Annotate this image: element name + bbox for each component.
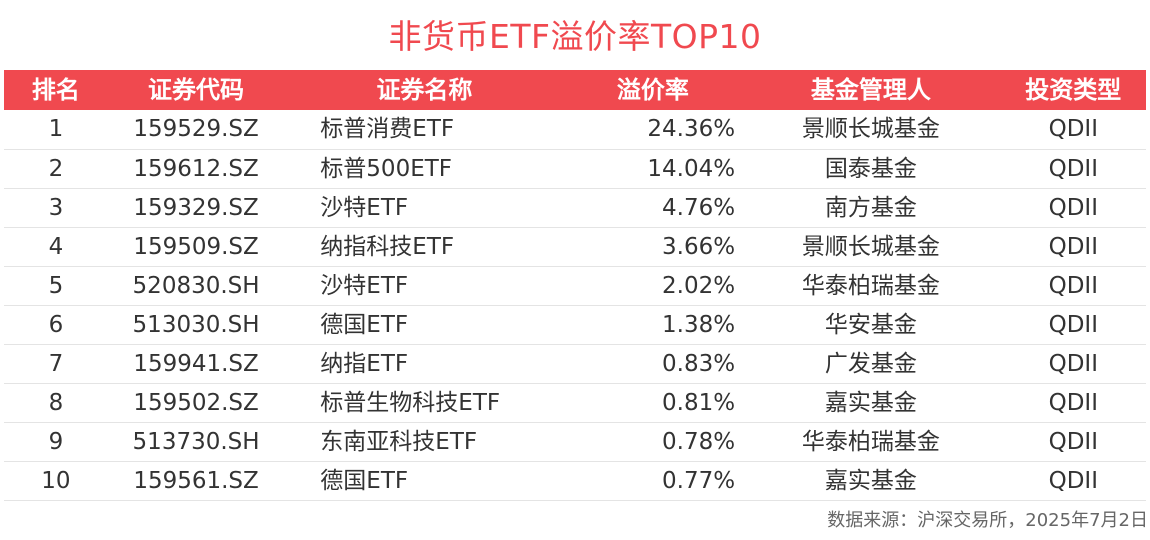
cell-premium: 14.04% [647, 155, 736, 182]
table-row[interactable]: 9 513730.SH 东南亚科技ETF 0.78% 华泰柏瑞基金 QDII [4, 422, 1146, 461]
cell-premium: 0.78% [662, 428, 736, 455]
cell-rank: 7 [48, 350, 64, 377]
cell-manager: 华泰柏瑞基金 [801, 428, 940, 455]
etf-premium-table: 排名 证券代码 证券名称 溢价率 基金管理人 投资类型 1 159529.SZ 标普… [4, 70, 1146, 501]
cell-code: 159509.SZ [133, 233, 259, 260]
cell-type: QDII [1048, 155, 1098, 182]
cell-type: QDII [1048, 311, 1098, 338]
cell-manager: 国泰基金 [824, 155, 917, 182]
page-title: 非货币ETF溢价率TOP10 [388, 17, 762, 56]
cell-type: QDII [1048, 233, 1098, 260]
cell-rank: 1 [48, 116, 64, 143]
cell-premium: 0.83% [662, 350, 736, 377]
cell-type: QDII [1048, 194, 1098, 221]
cell-premium: 24.36% [647, 116, 736, 143]
table-row[interactable]: 4 159509.SZ 纳指科技ETF 3.66% 景顺长城基金 QDII [4, 227, 1146, 266]
cell-name: 纳指ETF [320, 350, 409, 377]
cell-premium: 0.81% [662, 389, 736, 416]
table-header-row: 排名 证券代码 证券名称 溢价率 基金管理人 投资类型 [4, 70, 1146, 110]
cell-manager: 嘉实基金 [824, 467, 917, 494]
cell-name: 德国ETF [320, 467, 409, 494]
table-row[interactable]: 5 520830.SH 沙特ETF 2.02% 华泰柏瑞基金 QDII [4, 266, 1146, 305]
cell-premium: 4.76% [662, 194, 736, 221]
cell-name: 德国ETF [320, 311, 409, 338]
cell-name: 纳指科技ETF [320, 233, 455, 260]
cell-type: QDII [1048, 389, 1098, 416]
cell-name: 标普生物科技ETF [320, 389, 501, 416]
cell-rank: 3 [48, 194, 64, 221]
cell-name: 沙特ETF [320, 194, 409, 221]
cell-name: 标普消费ETF [320, 116, 455, 143]
cell-premium: 1.38% [662, 311, 736, 338]
cell-code: 159941.SZ [133, 350, 259, 377]
cell-code: 513030.SH [132, 311, 260, 338]
column-header-manager[interactable]: 基金管理人 [810, 76, 931, 104]
table-row[interactable]: 7 159941.SZ 纳指ETF 0.83% 广发基金 QDII [4, 344, 1146, 383]
table-row[interactable]: 1 159529.SZ 标普消费ETF 24.36% 景顺长城基金 QDII [4, 110, 1146, 149]
cell-manager: 华安基金 [824, 311, 917, 338]
cell-premium: 0.77% [662, 467, 736, 494]
table-row[interactable]: 8 159502.SZ 标普生物科技ETF 0.81% 嘉实基金 QDII [4, 383, 1146, 422]
cell-name: 沙特ETF [320, 272, 409, 299]
column-header-code[interactable]: 证券代码 [148, 76, 245, 104]
cell-rank: 2 [48, 155, 64, 182]
cell-type: QDII [1048, 350, 1098, 377]
table-row[interactable]: 3 159329.SZ 沙特ETF 4.76% 南方基金 QDII [4, 188, 1146, 227]
table-row[interactable]: 2 159612.SZ 标普500ETF 14.04% 国泰基金 QDII [4, 149, 1146, 188]
cell-manager: 嘉实基金 [824, 389, 917, 416]
cell-rank: 9 [48, 428, 64, 455]
column-header-rank[interactable]: 排名 [31, 76, 80, 104]
cell-rank: 6 [48, 311, 64, 338]
cell-code: 159502.SZ [133, 389, 259, 416]
cell-rank: 10 [41, 467, 71, 494]
cell-type: QDII [1048, 428, 1098, 455]
column-header-name[interactable]: 证券名称 [376, 76, 473, 104]
cell-manager: 景顺长城基金 [801, 233, 940, 260]
table-body: 1 159529.SZ 标普消费ETF 24.36% 景顺长城基金 QDII 2 159612… [4, 110, 1146, 500]
cell-code: 159329.SZ [133, 194, 259, 221]
cell-premium: 2.02% [662, 272, 736, 299]
cell-rank: 8 [48, 389, 64, 416]
cell-name: 东南亚科技ETF [320, 428, 478, 455]
cell-manager: 广发基金 [824, 350, 917, 377]
cell-code: 520830.SH [132, 272, 260, 299]
cell-manager: 华泰柏瑞基金 [801, 272, 940, 299]
table-row[interactable]: 6 513030.SH 德国ETF 1.38% 华安基金 QDII [4, 305, 1146, 344]
cell-type: QDII [1048, 467, 1098, 494]
cell-type: QDII [1048, 272, 1098, 299]
cell-code: 159529.SZ [133, 116, 259, 143]
cell-manager: 景顺长城基金 [801, 116, 940, 143]
cell-premium: 3.66% [662, 233, 736, 260]
cell-type: QDII [1048, 116, 1098, 143]
column-header-type[interactable]: 投资类型 [1025, 76, 1122, 104]
data-source-note: 数据来源：沪深交易所，2025年7月2日 [827, 510, 1148, 531]
cell-code: 513730.SH [132, 428, 260, 455]
cell-rank: 4 [48, 233, 64, 260]
cell-code: 159561.SZ [133, 467, 259, 494]
table-row[interactable]: 10 159561.SZ 德国ETF 0.77% 嘉实基金 QDII [4, 461, 1146, 500]
cell-rank: 5 [48, 272, 64, 299]
cell-manager: 南方基金 [824, 194, 917, 221]
column-header-premium[interactable]: 溢价率 [616, 76, 689, 104]
cell-name: 标普500ETF [320, 155, 453, 182]
cell-code: 159612.SZ [133, 155, 259, 182]
